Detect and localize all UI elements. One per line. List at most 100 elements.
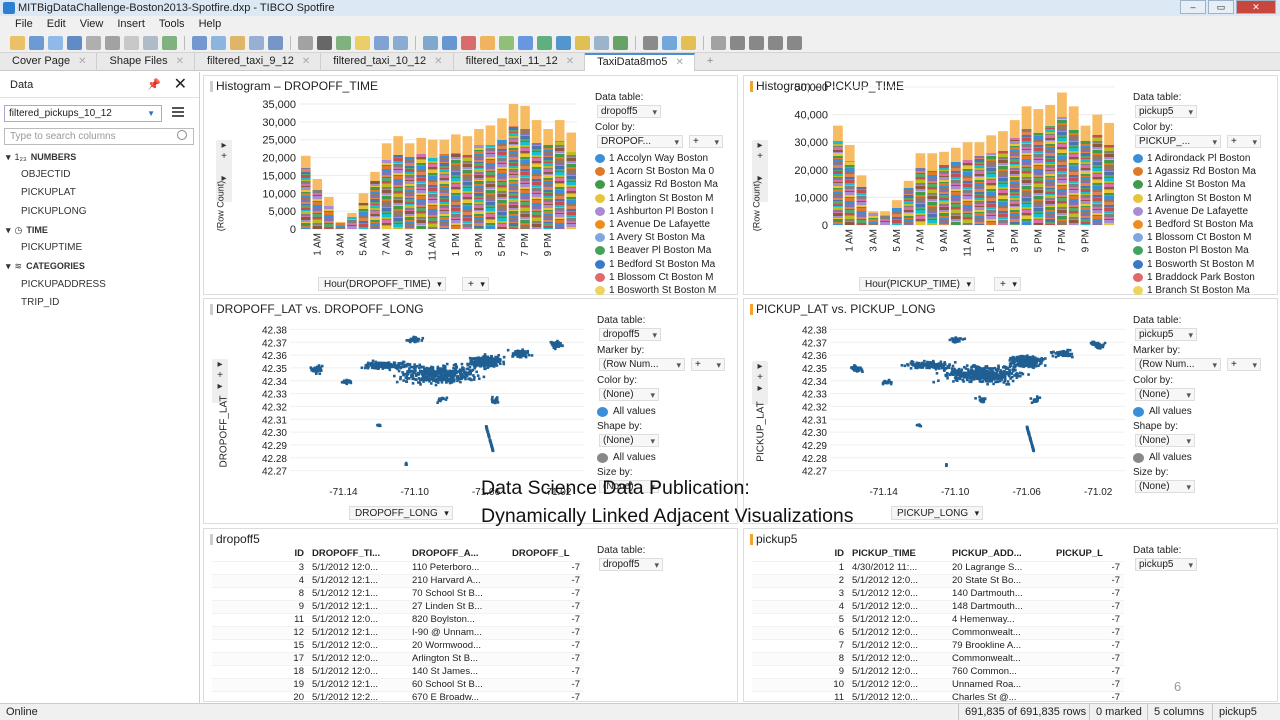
table-row[interactable]: 20 5/1/2012 12:2... 670 E Broadw... -7 [212,690,584,704]
scatter-point[interactable] [499,362,502,366]
scatter-point[interactable] [495,397,499,401]
scatter-point[interactable] [955,371,959,375]
scatter-point[interactable] [986,373,989,376]
scatter-point[interactable] [370,362,374,365]
scatter-point[interactable] [990,374,994,377]
scatter-point[interactable] [970,369,973,372]
scatter-point[interactable] [1034,357,1038,361]
scatter-point[interactable] [1066,348,1069,352]
scatter-point[interactable] [976,369,980,373]
scatter-point[interactable] [1017,355,1021,359]
scatter-point[interactable] [953,367,956,371]
scatter-point[interactable] [443,369,446,372]
scatter-point[interactable] [1011,369,1015,373]
menu-view[interactable]: View [79,18,104,30]
scatter-point[interactable] [402,360,405,364]
scatter-point[interactable] [1031,355,1035,358]
scatter-point[interactable] [490,398,494,401]
minimize-button[interactable]: ‒ [1180,0,1206,14]
scatter-point[interactable] [959,375,963,378]
group-numbers[interactable]: ▾ 1₂₃ NUMBERS [6,149,76,165]
scatter-point[interactable] [417,373,420,376]
scatter-point[interactable] [940,363,943,366]
scatter-point[interactable] [962,376,966,379]
scatter-point[interactable] [488,439,492,443]
scatter-point[interactable] [451,376,455,379]
scatter-point[interactable] [986,380,990,383]
scatter-point[interactable] [984,376,988,379]
scatter-point[interactable] [459,380,462,384]
scatter-point[interactable] [410,369,414,373]
scatter-point[interactable] [980,368,984,371]
scatter-point[interactable] [956,338,959,342]
scatter-point[interactable] [851,366,855,369]
scatter-point[interactable] [373,362,377,366]
scatter-point[interactable] [1032,400,1036,403]
scatter-point[interactable] [965,364,969,367]
scatter-point[interactable] [471,360,475,364]
scatter-point[interactable] [1015,376,1019,379]
scatter-point[interactable] [1062,349,1066,353]
menu-insert[interactable]: Insert [117,18,145,30]
marker-by-select[interactable]: (Row Num... [1135,358,1221,371]
scatter-point[interactable] [1029,439,1033,443]
data-table-select[interactable]: pickup5 [1135,328,1197,341]
scatter-point[interactable] [1001,365,1005,369]
scatter-point[interactable] [1004,367,1008,370]
histogram-bar[interactable] [927,153,938,225]
scatter-point[interactable] [995,372,999,375]
scatter-point[interactable] [417,337,421,341]
scatter-point[interactable] [366,361,370,365]
scatter-point[interactable] [488,356,491,360]
histogram-bar[interactable] [393,136,403,229]
scatter-point[interactable] [1003,377,1007,381]
scatter-point[interactable] [466,367,470,371]
scatter-point[interactable] [911,360,915,364]
scatter-point[interactable] [411,377,415,381]
scatter-point[interactable] [424,377,427,381]
scatter-point[interactable] [387,361,390,365]
scatter-point[interactable] [491,357,495,361]
scatter-point[interactable] [364,364,368,367]
scatter-point[interactable] [957,337,961,341]
scatter-point[interactable] [998,370,1002,374]
scatter-point[interactable] [955,369,959,372]
menu-help[interactable]: Help [198,18,222,30]
histogram-bar[interactable] [986,135,997,225]
scatter-point[interactable] [1020,361,1024,365]
scatter-point[interactable] [431,366,435,370]
scatter-point[interactable] [424,369,428,373]
column-header[interactable]: DROPOFF_TI... [312,548,381,560]
scatter-point[interactable] [973,372,976,376]
histogram-bar[interactable] [474,129,484,229]
scatter-point[interactable] [470,362,473,365]
scatter-point[interactable] [436,367,439,371]
scatter-point[interactable] [973,376,977,379]
scatter-point[interactable] [947,366,951,370]
scatter-point[interactable] [551,341,555,345]
scatter-point[interactable] [993,375,997,379]
scatter-point[interactable] [1036,398,1039,402]
scatter-point[interactable] [1094,342,1098,346]
x-axis-column-select[interactable]: DROPOFF_LONG [349,506,453,520]
tab-cover-page[interactable]: Cover Page ✕ [0,53,98,71]
x-axis-add-button[interactable]: + [994,277,1021,291]
scatter-point[interactable] [990,379,994,383]
scatter-point[interactable] [1039,361,1043,364]
scatter-point[interactable] [991,367,995,370]
scatter-point[interactable] [414,378,417,381]
scatter-point[interactable] [456,376,459,380]
scatter-point[interactable] [925,364,929,367]
scatter-point[interactable] [419,383,422,386]
scatter-point[interactable] [1020,356,1023,360]
scatter-point[interactable] [1031,360,1035,363]
histogram-bar[interactable] [324,196,334,229]
pickup-table-panel[interactable]: pickup5 ID PICKUP_TIME PICKUP_ADD... PIC… [743,528,1278,704]
scatter-point[interactable] [502,362,506,366]
x-axis-add-button[interactable]: + [462,277,489,291]
scatter-point[interactable] [483,355,487,359]
scatter-point[interactable] [1099,347,1102,350]
scatter-point[interactable] [999,369,1003,372]
scatter-point[interactable] [961,338,965,341]
